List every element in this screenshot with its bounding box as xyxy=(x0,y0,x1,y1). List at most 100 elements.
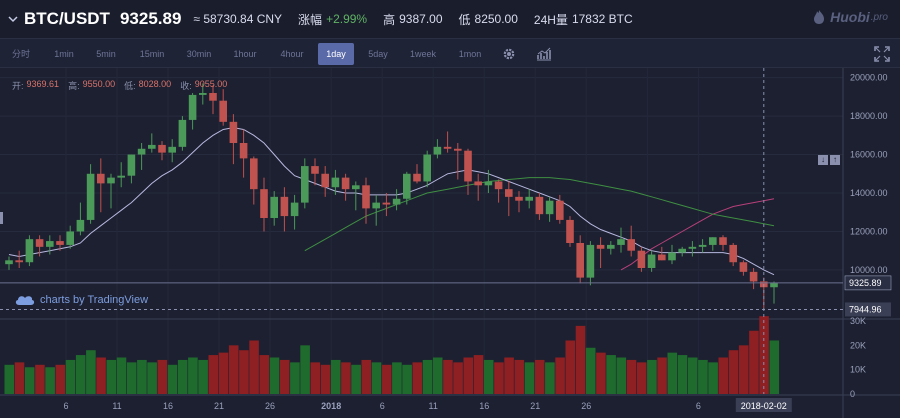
tradingview-watermark[interactable]: charts by TradingView xyxy=(14,294,148,306)
candle-body xyxy=(443,146,452,149)
ma30-line xyxy=(304,177,775,252)
price-axis-label: 16000.00 xyxy=(850,150,888,160)
candle-body xyxy=(566,219,574,243)
candle-body xyxy=(607,244,615,249)
candle-body xyxy=(5,260,13,265)
change-label: 涨幅 xyxy=(298,12,323,27)
candle-body xyxy=(290,202,299,217)
crosshair-price-tag xyxy=(845,302,891,317)
candle-body xyxy=(280,196,289,217)
volume-bar xyxy=(96,357,106,394)
candle-body xyxy=(719,237,727,245)
volume-bar xyxy=(708,362,718,394)
chevron-down-icon[interactable] xyxy=(8,14,18,24)
time-axis-label: 21 xyxy=(530,401,540,411)
volume-bar xyxy=(585,347,596,394)
volume-bar xyxy=(75,355,86,394)
interval-30min[interactable]: 30min xyxy=(186,49,212,59)
volume-bar xyxy=(687,357,698,394)
volume-bar xyxy=(249,340,259,394)
scale-up-button[interactable]: ↑ xyxy=(830,155,840,165)
candle-body xyxy=(454,148,462,151)
candle-body xyxy=(658,254,666,261)
volume-bar xyxy=(65,359,76,394)
interval-1week[interactable]: 1week xyxy=(409,49,436,59)
time-axis-label: 6 xyxy=(380,401,385,411)
gear-icon[interactable] xyxy=(501,46,517,62)
candle-body xyxy=(749,271,758,282)
candle-body xyxy=(535,196,544,215)
volume-bar xyxy=(55,364,66,394)
pair-name[interactable]: BTC/USDT xyxy=(24,9,110,28)
candle-body xyxy=(270,196,278,218)
volume-bar xyxy=(534,359,545,394)
volume-bar xyxy=(494,362,504,394)
candle-body xyxy=(352,185,360,190)
panel-handle[interactable] xyxy=(0,212,3,224)
volume-bar xyxy=(524,362,535,394)
volume-bar xyxy=(157,359,168,394)
candle-body xyxy=(250,158,258,190)
candle-body xyxy=(229,121,238,143)
candle-body xyxy=(25,239,34,263)
price-axis-label: 14000.00 xyxy=(850,188,888,198)
interval-1day[interactable]: 1day xyxy=(318,43,354,65)
huobi-logo: Huobi .pro xyxy=(812,9,888,25)
volume-bar xyxy=(381,364,392,394)
interval-1min[interactable]: 1min xyxy=(54,49,74,59)
scale-buttons: ↓ ↑ xyxy=(818,155,840,165)
volume-bar xyxy=(208,355,219,394)
volume-axis-label: 20K xyxy=(850,340,866,350)
interval-timeline[interactable]: 分时 xyxy=(11,49,30,59)
ma60-line xyxy=(620,198,775,271)
candle-body xyxy=(464,150,472,182)
volume-value: 17832 BTC xyxy=(571,12,633,26)
volume-bar xyxy=(565,340,576,394)
candle-body xyxy=(382,202,391,205)
interval-5min[interactable]: 5min xyxy=(96,49,116,59)
volume-bar xyxy=(310,362,321,394)
candle-body xyxy=(709,237,717,245)
volume-bar xyxy=(483,359,494,394)
volume-bar xyxy=(728,350,739,394)
candle-body xyxy=(627,239,635,251)
candle-body xyxy=(86,173,95,220)
candle-body xyxy=(525,196,533,201)
crosshair-price-label: 7944.96 xyxy=(849,304,882,314)
interval-4hour[interactable]: 4hour xyxy=(280,49,304,59)
chart-area[interactable]: 20000.00 18000.00 16000.00 14000.00 12000.00… xyxy=(0,68,900,418)
scale-down-button[interactable]: ↓ xyxy=(818,155,828,165)
volume-axis-label: 10K xyxy=(850,365,866,375)
interval-15min[interactable]: 15min xyxy=(139,49,165,59)
candle-body xyxy=(239,143,248,159)
cny-price: ≈ 58730.84 CNY xyxy=(193,12,283,26)
volume-bar xyxy=(606,355,616,394)
volume-bar xyxy=(596,352,606,394)
close-label: 收: xyxy=(180,81,192,91)
candle-body xyxy=(209,93,217,101)
volume-bar xyxy=(473,355,484,394)
candle-body xyxy=(494,181,503,190)
time-axis-label: 26 xyxy=(265,401,275,411)
interval-5day[interactable]: 5day xyxy=(368,49,388,59)
volume-bar xyxy=(24,367,35,394)
candlestick-chart[interactable]: 20000.00 18000.00 16000.00 14000.00 12000.00… xyxy=(0,68,900,418)
low-value: 8028.00 xyxy=(138,79,172,89)
volume-bar xyxy=(300,345,310,394)
candle-body xyxy=(311,166,319,174)
volume-bar xyxy=(657,357,667,394)
volume-bar xyxy=(432,357,443,394)
volume-label: 24H量 xyxy=(533,12,568,27)
volume-bar xyxy=(443,359,453,394)
fullscreen-icon[interactable] xyxy=(874,46,890,62)
high-value: 9387.00 xyxy=(399,12,443,26)
candle-body xyxy=(66,231,74,245)
candle-body xyxy=(545,200,554,215)
indicators-icon[interactable] xyxy=(536,46,552,62)
volume-bar xyxy=(422,359,433,394)
time-axis-label: 26 xyxy=(581,401,591,411)
volume-bar xyxy=(463,357,474,394)
interval-1mon[interactable]: 1mon xyxy=(458,49,482,59)
volume-bar xyxy=(177,359,188,394)
interval-1hour[interactable]: 1hour xyxy=(233,49,257,59)
